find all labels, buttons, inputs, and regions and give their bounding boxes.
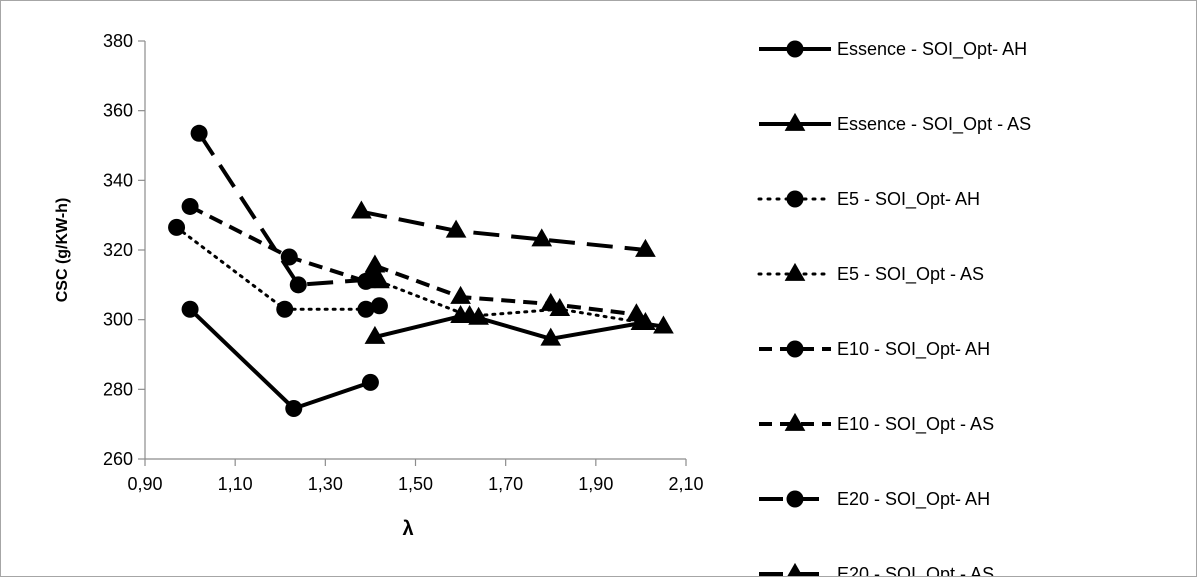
circle-data-point — [285, 399, 303, 417]
legend-triangle-marker — [784, 262, 806, 281]
y-ticks: 260 280 300 320 340 360 380 — [103, 31, 145, 469]
series-line — [374, 263, 637, 317]
series-6 — [190, 124, 379, 294]
series-0 — [181, 300, 379, 417]
legend-label: E5 - SOI_Opt - AS — [837, 264, 984, 285]
x-tick-label: 1,90 — [578, 474, 613, 494]
x-tick-label: 1,10 — [218, 474, 253, 494]
x-ticks: 0,90 1,10 1,30 1,50 1,70 1,90 2,10 — [127, 459, 704, 494]
axes: 260 280 300 320 340 360 380 0,90 1,10 1,30 1,50 1,… — [54, 31, 704, 540]
legend-item: E5 - SOI_Opt- AH — [757, 189, 980, 210]
y-tick-label: 360 — [103, 101, 133, 121]
triangle-data-point — [450, 285, 471, 304]
legend-item: E5 - SOI_Opt - AS — [757, 262, 984, 285]
legend-circle-marker — [786, 40, 804, 58]
legend-triangle-marker — [787, 562, 803, 576]
legend-label: E10 - SOI_Opt - AS — [837, 414, 994, 435]
y-tick-label: 320 — [103, 240, 133, 260]
legend-circle-marker — [786, 490, 804, 508]
legend-triangle-marker — [784, 412, 806, 431]
series-5 — [364, 254, 647, 322]
y-tick-label: 260 — [103, 449, 133, 469]
series-layer — [168, 124, 674, 417]
legend-label: E20 - SOI_Opt- AH — [837, 489, 990, 510]
legend-circle-marker — [786, 340, 804, 358]
legend-item: E20 - SOI_Opt- AH — [759, 489, 990, 510]
series-line — [361, 209, 646, 252]
legend-label: Essence - SOI_Opt - AS — [837, 114, 1031, 135]
x-tick-label: 2,10 — [668, 474, 703, 494]
y-tick-label: 300 — [103, 310, 133, 330]
series-line — [175, 225, 381, 311]
triangle-data-point — [540, 292, 562, 311]
legend-item: E10 - SOI_Opt - AS — [759, 412, 994, 435]
series-2 — [168, 218, 388, 318]
y-tick-label: 380 — [103, 31, 133, 51]
circle-data-point — [289, 276, 307, 294]
legend: Essence - SOI_Opt- AH Essence - SOI_Opt -… — [757, 39, 1031, 576]
x-tick-label: 1,50 — [398, 474, 433, 494]
triangle-data-point — [351, 200, 372, 219]
legend-triangle-marker — [784, 112, 806, 131]
circle-data-point — [361, 271, 379, 289]
circle-data-point — [357, 300, 375, 318]
triangle-data-point — [540, 327, 562, 346]
triangle-data-point — [459, 305, 480, 324]
circle-data-point — [370, 297, 388, 315]
legend-item: Essence - SOI_Opt - AS — [759, 112, 1031, 135]
x-tick-label: 1,70 — [488, 474, 523, 494]
triangle-data-point — [626, 303, 647, 322]
circle-data-point — [276, 300, 294, 318]
circle-data-point — [190, 124, 208, 142]
series-line — [188, 307, 372, 411]
series-4 — [181, 197, 384, 290]
legend-label: E5 - SOI_Opt- AH — [837, 189, 980, 210]
triangle-data-point — [549, 298, 571, 317]
x-tick-label: 1,30 — [308, 474, 343, 494]
legend-item: Essence - SOI_Opt- AH — [759, 39, 1027, 60]
triangle-data-point — [653, 315, 674, 334]
circle-data-point — [181, 300, 199, 318]
legend-label: E20 - SOI_Opt - AS — [837, 564, 994, 576]
legend-item: E20 - SOI_Opt - AS — [759, 562, 994, 576]
circle-data-point — [181, 197, 199, 215]
series-line — [197, 132, 371, 287]
legend-circle-marker — [786, 190, 804, 208]
triangle-data-point — [445, 219, 467, 238]
series-line — [377, 279, 647, 325]
circle-data-point — [361, 373, 379, 391]
triangle-data-point — [364, 325, 386, 344]
legend-item: E10 - SOI_Opt- AH — [759, 339, 990, 360]
y-tick-label: 280 — [103, 379, 133, 399]
triangle-data-point — [364, 254, 386, 273]
x-tick-label: 0,90 — [127, 474, 162, 494]
series-line — [189, 204, 376, 284]
legend-label: Essence - SOI_Opt- AH — [837, 39, 1027, 60]
circle-data-point — [168, 218, 186, 236]
y-axis-title: CSC (g/KW-h) — [54, 198, 71, 303]
legend-label: E10 - SOI_Opt- AH — [837, 339, 990, 360]
triangle-data-point — [635, 238, 656, 257]
x-axis-title: λ — [402, 518, 413, 540]
triangle-data-point — [531, 228, 553, 247]
y-tick-label: 340 — [103, 170, 133, 190]
series-7 — [351, 200, 656, 257]
